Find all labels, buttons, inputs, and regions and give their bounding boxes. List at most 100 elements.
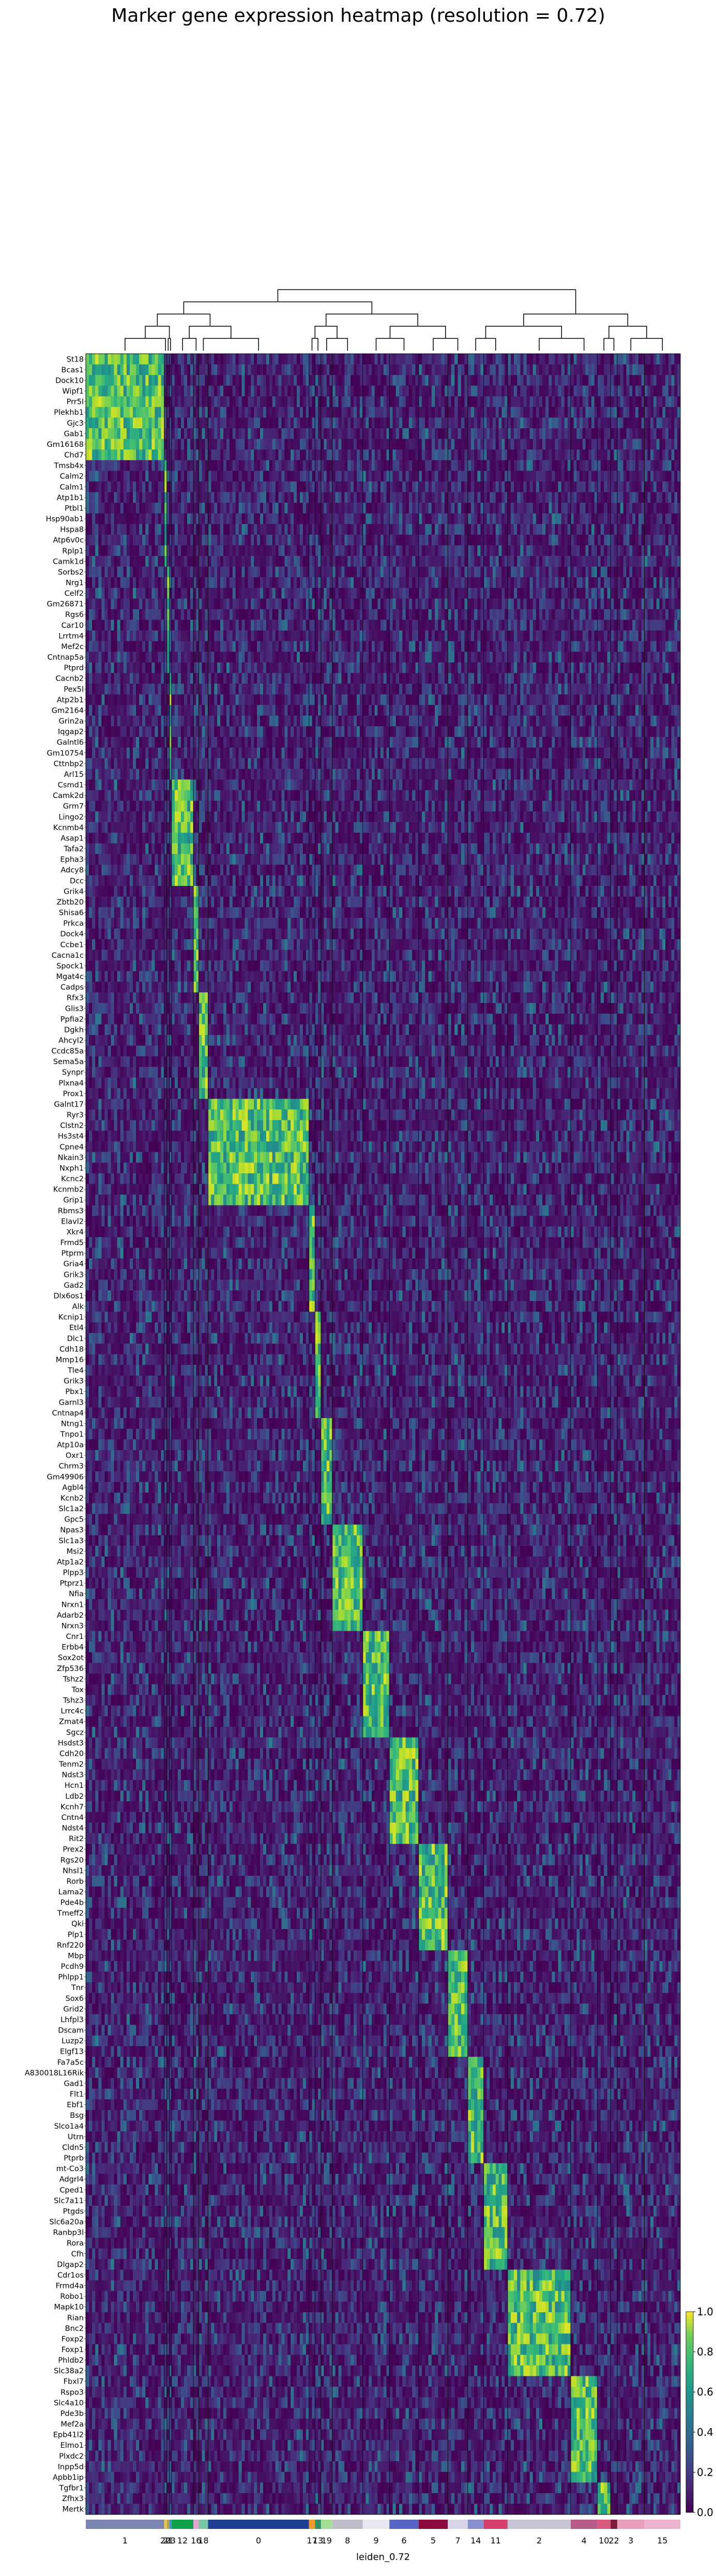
heatmap-cell — [104, 449, 108, 461]
heatmap-cell — [338, 406, 342, 418]
heatmap-cell — [539, 385, 543, 397]
heatmap-cell — [329, 439, 332, 450]
heatmap-cell — [145, 598, 149, 610]
heatmap-cell — [441, 449, 445, 461]
heatmap-cell — [582, 417, 586, 429]
heatmap-cell — [205, 364, 208, 375]
heatmap-cell — [580, 524, 583, 535]
heatmap-cell — [356, 417, 360, 429]
heatmap-cell — [287, 598, 291, 610]
heatmap-cell — [507, 460, 511, 471]
heatmap-cell — [196, 503, 199, 514]
heatmap-cell — [257, 620, 261, 631]
heatmap-cell — [428, 598, 432, 610]
heatmap-cell — [629, 406, 633, 418]
heatmap-cell — [498, 406, 502, 418]
heatmap-cell — [95, 460, 99, 471]
heatmap-cell — [158, 428, 161, 439]
heatmap-cell — [620, 385, 623, 397]
heatmap-cell — [526, 598, 530, 610]
heatmap-cell — [526, 609, 530, 620]
heatmap-cell — [650, 396, 654, 408]
heatmap-cell — [549, 439, 552, 450]
heatmap-cell — [129, 587, 133, 599]
heatmap-cell — [536, 620, 540, 631]
heatmap-cell — [356, 396, 360, 408]
heatmap-cell — [155, 460, 158, 471]
heatmap-cell — [445, 354, 448, 365]
heatmap-cell — [132, 598, 136, 610]
heatmap-cell — [542, 534, 546, 546]
heatmap-cell — [89, 471, 93, 482]
heatmap-cell — [151, 375, 155, 386]
heatmap-cell — [656, 513, 660, 524]
heatmap-cell — [498, 471, 502, 482]
heatmap-cell — [514, 524, 517, 535]
heatmap-cell — [148, 577, 152, 589]
heatmap-cell — [158, 609, 161, 620]
heatmap-cell — [674, 471, 678, 482]
heatmap-cell — [517, 449, 521, 461]
heatmap-cell — [309, 587, 312, 599]
heatmap-cell — [362, 587, 366, 599]
heatmap-cell — [120, 492, 124, 503]
heatmap-cell — [477, 396, 481, 408]
heatmap-cell — [166, 566, 170, 578]
heatmap-cell — [464, 566, 468, 578]
heatmap-cell — [441, 481, 445, 492]
heatmap-cell — [220, 492, 224, 503]
heatmap-cell — [520, 524, 524, 535]
heatmap-cell — [338, 598, 342, 610]
heatmap-cell — [142, 566, 146, 578]
heatmap-cell — [158, 556, 161, 567]
heatmap-cell — [501, 609, 505, 620]
heatmap-cell — [604, 566, 607, 578]
heatmap-cell — [573, 471, 577, 482]
heatmap-cell — [196, 396, 199, 408]
heatmap-cell — [486, 460, 490, 471]
heatmap-cell — [217, 449, 221, 461]
heatmap-cell — [223, 598, 227, 610]
heatmap-cell — [623, 598, 627, 610]
heatmap-cell — [514, 556, 517, 567]
heatmap-cell — [297, 534, 300, 546]
heatmap-cell — [580, 492, 583, 503]
heatmap-cell — [297, 566, 300, 578]
heatmap-cell — [558, 471, 561, 482]
heatmap-cell — [620, 417, 623, 429]
heatmap-cell — [377, 556, 381, 567]
heatmap-cell — [454, 375, 458, 386]
heatmap-cell — [278, 396, 282, 408]
heatmap-cell — [193, 545, 196, 556]
heatmap-cell — [214, 364, 218, 375]
heatmap-cell — [217, 385, 221, 397]
heatmap-cell — [223, 385, 227, 397]
heatmap-cell — [117, 354, 121, 365]
heatmap-cell — [380, 449, 384, 461]
heatmap-cell — [412, 460, 416, 471]
heatmap-cell — [145, 471, 149, 482]
heatmap-cell — [458, 598, 462, 610]
heatmap-cell — [161, 587, 164, 599]
heatmap-cell — [659, 481, 663, 492]
heatmap-cell — [464, 577, 468, 589]
heatmap-cell — [139, 385, 143, 397]
heatmap-cell — [454, 396, 458, 408]
heatmap-cell — [92, 513, 96, 524]
heatmap-cell — [668, 609, 672, 620]
heatmap-cell — [399, 406, 403, 418]
heatmap-cell — [142, 481, 146, 492]
heatmap-cell — [241, 439, 245, 450]
heatmap-cell — [632, 428, 636, 439]
heatmap-cell — [620, 556, 623, 567]
heatmap-cell — [644, 439, 648, 450]
heatmap-cell — [260, 417, 264, 429]
heatmap-cell — [422, 556, 425, 567]
heatmap-cell — [526, 534, 530, 546]
heatmap-cell — [117, 460, 121, 471]
heatmap-cell — [329, 577, 332, 589]
heatmap-cell — [458, 406, 462, 418]
heatmap-cell — [617, 385, 621, 397]
dendrogram-link — [326, 338, 348, 351]
heatmap-cell — [474, 364, 478, 375]
